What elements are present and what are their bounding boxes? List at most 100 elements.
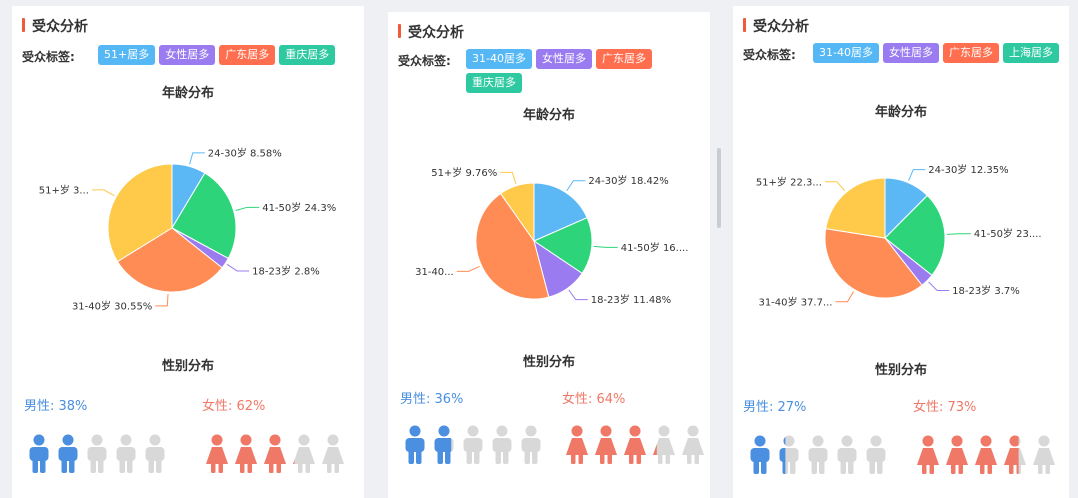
pie-leader-line <box>155 293 169 307</box>
tag-gender[interactable]: 女性居多 <box>535 49 592 69</box>
pie-leader-line <box>824 181 846 192</box>
female-person-icon <box>974 435 998 475</box>
tag-region-1[interactable]: 广东居多 <box>219 45 276 65</box>
female-icon-row <box>205 434 345 474</box>
tag-region-2[interactable]: 上海居多 <box>1002 43 1059 63</box>
male-person-icon <box>748 435 772 475</box>
pie-leader-line <box>500 171 517 184</box>
pie-label-18-23岁: 18-23岁 11.48% <box>591 293 671 306</box>
pie-leader-line <box>593 245 618 248</box>
pie-slice-31-40岁[interactable] <box>116 227 223 293</box>
female-person-icon <box>1032 435 1056 475</box>
pie-leader-line <box>928 281 950 292</box>
tag-age[interactable]: 31-40居多 <box>466 49 532 69</box>
male-person-icon <box>85 434 109 474</box>
pie-slice-31-40岁[interactable] <box>824 228 923 299</box>
gender-distribution-title: 性别分布 <box>874 363 927 378</box>
pie-label-51+岁: 51+岁 9.76% <box>431 166 497 179</box>
panel-title: 受众分析 <box>22 16 88 36</box>
male-person-icon <box>490 425 514 465</box>
female-person-icon <box>594 425 618 465</box>
pie-label-24-30岁: 24-30岁 18.42% <box>588 174 668 187</box>
female-person-icon <box>263 434 287 474</box>
pie-slice-31-40岁[interactable] <box>475 192 550 300</box>
female-person-icon <box>681 425 705 465</box>
tag-list: 31-40居多 女性居多 广东居多 上海居多 <box>813 43 1063 63</box>
pie-leader-line <box>189 152 205 165</box>
pie-slice-51+岁[interactable] <box>825 177 886 239</box>
audience-panel-3: 受众分析 受众标签: 31-40居多 女性居多 广东居多 上海居多 年龄分布 2… <box>733 6 1069 498</box>
female-share-text: 女性: 64% <box>562 392 626 407</box>
audience-panel-2: 受众分析 受众标签: 31-40居多 女性居多 广东居多 重庆居多 年龄分布 2… <box>388 12 710 498</box>
audience-panel-1: 受众分析 受众标签: 51+居多 女性居多 广东居多 重庆居多 年龄分布 24-… <box>12 6 364 498</box>
pie-label-41-50岁: 41-50岁 24.3% <box>262 201 336 214</box>
male-person-icon <box>143 434 167 474</box>
female-icon-row <box>916 435 1056 475</box>
male-person-icon <box>835 435 859 475</box>
pie-label-31-40岁: 31-40岁 37.7... <box>758 295 832 308</box>
age-distribution-title: 年龄分布 <box>161 86 214 101</box>
tag-list: 31-40居多 女性居多 广东居多 重庆居多 <box>466 49 706 93</box>
pie-leader-line <box>566 180 586 192</box>
female-person-icon <box>945 435 969 475</box>
age-distribution-title: 年龄分布 <box>874 105 927 120</box>
tag-label: 受众标签: <box>22 50 75 64</box>
tag-gender[interactable]: 女性居多 <box>159 45 216 65</box>
female-person-icon <box>652 425 676 465</box>
male-person-icon <box>27 434 51 474</box>
male-share-text: 男性: 38% <box>24 399 88 414</box>
age-pie-chart: 24-30岁 8.58% 41-50岁 24.3% 18-23岁 2.8% 31-40… <box>39 146 336 312</box>
male-person-icon <box>519 425 543 465</box>
male-person-icon <box>461 425 485 465</box>
female-share-text: 女性: 62% <box>202 399 266 414</box>
pie-label-41-50岁: 41-50岁 16.... <box>621 241 689 254</box>
female-icon-row <box>565 425 705 465</box>
pie-slice-41-50岁[interactable] <box>532 217 593 275</box>
pie-label-18-23岁: 18-23岁 3.7% <box>952 284 1020 297</box>
male-person-icon <box>777 435 801 475</box>
tag-region-2[interactable]: 重庆居多 <box>466 73 522 93</box>
tag-label: 受众标签: <box>398 54 451 68</box>
age-distribution-title: 年龄分布 <box>522 108 575 123</box>
pie-slice-51+岁[interactable] <box>107 163 173 263</box>
pie-slice-24-30岁[interactable] <box>533 182 588 242</box>
pie-leader-line <box>946 233 971 235</box>
female-share-text: 女性: 73% <box>913 400 977 415</box>
pie-label-31-40岁: 31-40... <box>415 267 454 278</box>
tag-region-2[interactable]: 重庆居多 <box>279 45 336 65</box>
pie-slice-41-50岁[interactable] <box>171 172 237 260</box>
gender-distribution-title: 性别分布 <box>161 359 214 374</box>
panel-title: 受众分析 <box>743 16 809 36</box>
pie-leader-line <box>235 206 260 211</box>
male-person-icon <box>403 425 427 465</box>
tag-gender[interactable]: 女性居多 <box>882 43 939 63</box>
tag-label: 受众标签: <box>743 48 796 62</box>
female-person-icon <box>916 435 940 475</box>
pie-slice-51+岁[interactable] <box>499 182 535 243</box>
tag-age[interactable]: 31-40居多 <box>813 43 879 63</box>
pie-leader-line <box>908 169 926 181</box>
female-person-icon <box>1003 435 1027 475</box>
scrollbar-thumb[interactable] <box>717 148 721 228</box>
male-icon-row <box>403 425 543 465</box>
female-person-icon <box>205 434 229 474</box>
pie-label-18-23岁: 18-23岁 2.8% <box>252 264 320 277</box>
gender-distribution-title: 性别分布 <box>522 355 575 370</box>
female-person-icon <box>321 434 345 474</box>
tag-region-1[interactable]: 广东居多 <box>595 49 652 69</box>
male-icon-row <box>27 434 167 474</box>
pie-leader-line <box>835 291 855 303</box>
male-person-icon <box>56 434 80 474</box>
pie-leader-line <box>568 289 588 301</box>
male-share-text: 男性: 36% <box>400 392 464 407</box>
age-pie-chart: 24-30岁 18.42% 41-50岁 16.... 18-23岁 11.48% 3… <box>415 166 689 306</box>
pie-label-24-30岁: 24-30岁 8.58% <box>208 146 282 159</box>
tag-age[interactable]: 51+居多 <box>98 45 156 65</box>
tag-list: 51+居多 女性居多 广东居多 重庆居多 <box>98 45 360 65</box>
pie-label-31-40岁: 31-40岁 30.55% <box>72 299 152 312</box>
female-person-icon <box>292 434 316 474</box>
pie-label-41-50岁: 41-50岁 23.... <box>974 227 1042 240</box>
female-person-icon <box>234 434 258 474</box>
pie-slice-41-50岁[interactable] <box>884 194 946 277</box>
tag-region-1[interactable]: 广东居多 <box>942 43 999 63</box>
